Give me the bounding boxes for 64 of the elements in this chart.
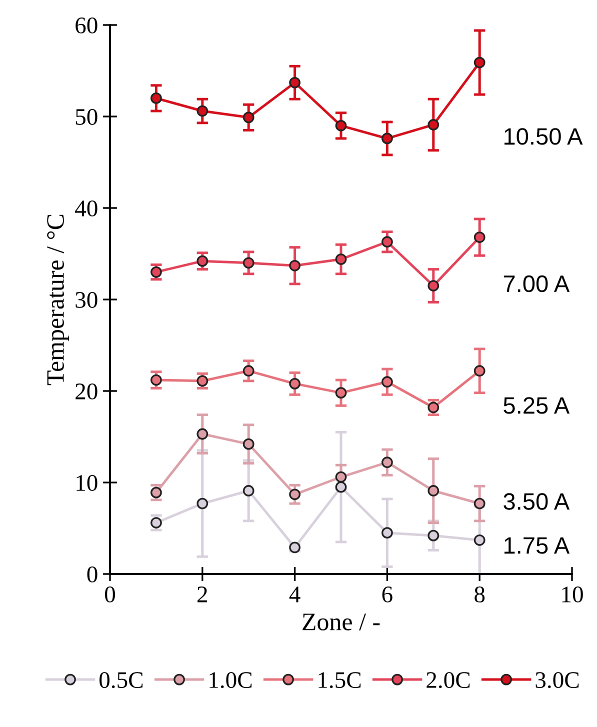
annotation: 3.50 A: [504, 493, 570, 510]
x-tick-label: 0: [104, 586, 116, 602]
y-tick-label: 60: [76, 17, 98, 34]
point: [150, 92, 162, 104]
annotation: 10.50 A: [504, 128, 583, 145]
point: [289, 76, 300, 88]
point: [382, 527, 393, 539]
y-tick-label: 20: [76, 383, 98, 400]
point: [242, 485, 254, 496]
point: [335, 254, 347, 265]
point: [428, 119, 440, 130]
y-tick-label: 0: [87, 566, 98, 582]
x-axis-title: Zone / -: [302, 614, 380, 630]
annotation: 1.75 A: [504, 537, 570, 554]
x-tick-label: 4: [289, 586, 300, 602]
point: [196, 428, 208, 440]
point: [382, 376, 393, 388]
point: [242, 257, 254, 269]
x-tick-label: 6: [382, 586, 392, 602]
legend-label: 3.0C: [536, 672, 579, 688]
point: [474, 498, 486, 510]
point: [242, 365, 254, 377]
x-tick-label: 2: [198, 586, 207, 602]
point: [150, 517, 162, 528]
point: [335, 387, 347, 399]
point: [335, 481, 347, 493]
annotation: 5.25 A: [504, 397, 570, 414]
point: [382, 132, 393, 144]
point: [150, 266, 162, 278]
y-axis-title: Temperature / °C: [47, 214, 70, 386]
point: [382, 456, 393, 468]
point: [428, 402, 440, 414]
annotation: 7.00 A: [504, 275, 570, 292]
legend-label: 1.5C: [318, 672, 361, 688]
point: [289, 378, 300, 390]
point: [382, 236, 393, 248]
point: [289, 488, 300, 500]
point: [428, 280, 440, 292]
y-tick-label: 40: [75, 200, 98, 216]
point: [474, 365, 486, 377]
point: [289, 260, 300, 272]
point: [196, 255, 208, 267]
point: [474, 56, 486, 68]
point: [196, 498, 208, 510]
y-tick-label: 30: [76, 292, 98, 308]
y-tick-label: 10: [76, 474, 98, 491]
point: [242, 438, 254, 450]
point: [428, 485, 440, 496]
point: [474, 232, 486, 243]
point: [242, 112, 254, 124]
point: [428, 530, 440, 542]
legend-label: 1.0C: [210, 672, 252, 688]
point: [335, 471, 347, 483]
y-tick-label: 50: [76, 108, 98, 125]
x-tick-label: 10: [562, 586, 583, 602]
legend-label: 2.0C: [426, 672, 470, 688]
point: [150, 374, 162, 386]
point: [150, 486, 162, 498]
legend-label: 0.5C: [99, 672, 143, 688]
x-tick-label: 8: [474, 586, 485, 602]
point: [196, 105, 208, 117]
point: [474, 534, 486, 546]
point: [335, 120, 347, 132]
point: [196, 375, 208, 387]
